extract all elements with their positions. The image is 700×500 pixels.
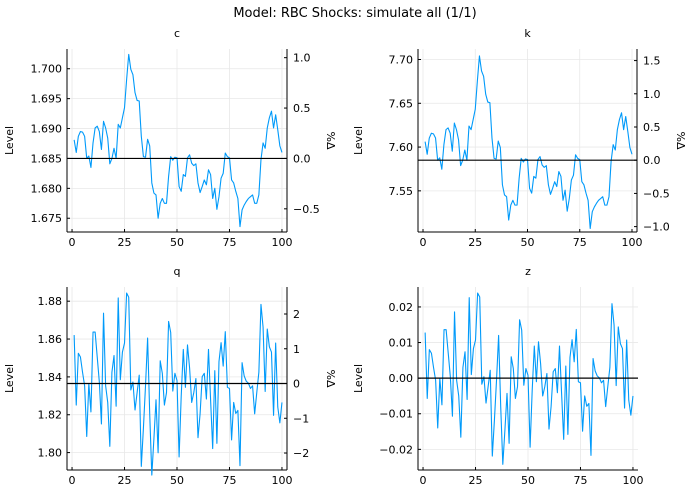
x-tick-label: 75	[573, 474, 587, 487]
x-tick-label: 75	[222, 474, 236, 487]
y-tick-label: 1.680	[31, 182, 63, 195]
y-tick-label: 0.02	[389, 301, 414, 314]
y-tick-label: 1.695	[31, 93, 63, 106]
y2-tick-label: 2	[293, 308, 300, 321]
y-axis-label: Level	[352, 364, 365, 393]
y-tick-label: 0.01	[389, 337, 414, 350]
y-axis-label: Level	[3, 126, 16, 155]
y-tick-label: 1.84	[38, 371, 63, 384]
x-tick-label: 50	[170, 236, 184, 249]
y2-tick-label: 1.5	[643, 55, 661, 68]
y-tick-label: 1.700	[31, 63, 63, 76]
series-line-z	[424, 292, 634, 465]
x-tick-label: 0	[420, 474, 427, 487]
y2-axis-label: %Δ	[324, 132, 337, 150]
x-tick-label: 100	[271, 236, 292, 249]
y-tick-label: 1.690	[31, 123, 63, 136]
x-tick-label: 0	[69, 474, 76, 487]
subplot-title: c	[174, 27, 180, 40]
y2-tick-label: 0.0	[643, 154, 661, 167]
y-tick-label: −0.01	[379, 408, 413, 421]
y2-tick-label: −1	[293, 412, 309, 425]
y-tick-label: 1.86	[38, 333, 63, 346]
y2-tick-label: −1.0	[643, 221, 670, 234]
series-line-k	[424, 55, 633, 230]
y2-tick-label: 0.5	[643, 121, 661, 134]
x-tick-label: 50	[521, 474, 535, 487]
x-tick-label: 25	[469, 474, 483, 487]
y-tick-label: 0.00	[389, 372, 414, 385]
y2-axis-label: %Δ	[674, 132, 687, 150]
figure-title: Model: RBC Shocks: simulate all (1/1)	[233, 6, 476, 21]
y2-tick-label: 0.5	[293, 102, 311, 115]
y-axis-label: Level	[3, 364, 16, 393]
subplot-z: 0 25 50 75 100 −0.02 −0.01 0.00 0.01 0.02 Level z	[352, 265, 643, 487]
y2-tick-label: −0.5	[293, 203, 320, 216]
subplot-title: q	[174, 265, 181, 278]
subplot-c: 0 25 50 75 100 1.675 1.680 1.685 1.690 1.695 1.700…	[3, 27, 337, 249]
x-tick-label: 25	[118, 236, 132, 249]
y2-tick-label: −2	[293, 447, 309, 460]
x-tick-label: 100	[621, 236, 642, 249]
y-tick-label: 7.70	[389, 54, 414, 67]
x-tick-label: 50	[521, 236, 535, 249]
series-line-c	[73, 53, 283, 228]
x-tick-label: 0	[69, 236, 76, 249]
x-tick-label: 100	[271, 474, 292, 487]
y-tick-label: 1.685	[31, 152, 63, 165]
y2-tick-label: 0	[293, 378, 300, 391]
y-tick-label: 1.80	[38, 447, 63, 460]
subplot-q: 0 25 50 75 100 1.80 1.82 1.84 1.86 1.88 −2 −1 0 1 2 %Δ L…	[3, 265, 337, 487]
y-tick-label: 7.55	[389, 185, 414, 198]
series-line-q	[73, 292, 283, 476]
y2-tick-label: 1	[293, 343, 300, 356]
x-tick-label: 50	[170, 474, 184, 487]
y-tick-label: −0.02	[379, 443, 413, 456]
subplot-k: 0 25 50 75 100 7.55 7.60 7.65 7.70 −1.0 −0.5 0.0 0.5…	[352, 27, 687, 249]
y-tick-label: 1.88	[38, 295, 63, 308]
y-tick-label: 1.82	[38, 409, 63, 422]
y2-axis-label: %Δ	[324, 370, 337, 388]
y2-tick-label: 1.0	[643, 88, 661, 101]
x-tick-label: 75	[222, 236, 236, 249]
y-axis-label: Level	[352, 126, 365, 155]
y-tick-label: 7.65	[389, 97, 414, 110]
y-tick-label: 1.675	[31, 212, 63, 225]
y2-tick-label: −0.5	[643, 187, 670, 200]
x-tick-label: 100	[622, 474, 643, 487]
subplot-title: z	[525, 265, 531, 278]
y2-tick-label: 0.0	[293, 152, 311, 165]
x-tick-label: 25	[118, 474, 132, 487]
y2-tick-label: 1.0	[293, 52, 311, 65]
x-tick-label: 0	[420, 236, 427, 249]
x-tick-label: 75	[573, 236, 587, 249]
x-tick-label: 25	[468, 236, 482, 249]
y-tick-label: 7.60	[389, 141, 414, 154]
subplot-title: k	[524, 27, 531, 40]
